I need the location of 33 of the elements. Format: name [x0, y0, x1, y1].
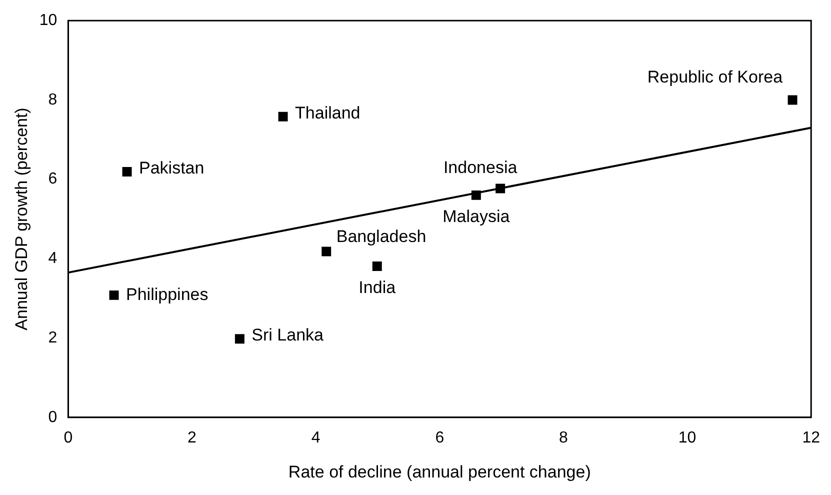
point: [109, 290, 119, 300]
y-tick-label: 6: [48, 170, 58, 188]
point: [278, 112, 288, 122]
point: [122, 167, 132, 177]
x-tick-label: 2: [188, 429, 197, 446]
point: [234, 334, 244, 344]
point: [471, 190, 481, 200]
y-tick-label: 2: [48, 329, 58, 346]
x-tick-label: 10: [678, 429, 696, 446]
x-tick-label: 4: [311, 429, 320, 446]
annotation: India: [358, 278, 396, 297]
annotation: Republic of Korea: [647, 68, 784, 87]
annotation: Pakistan: [139, 158, 204, 178]
y-tick-label: 8: [48, 91, 58, 108]
point: [788, 95, 798, 105]
annotation: Sri Lanka: [252, 326, 324, 345]
y-tick-label: 0: [48, 408, 58, 426]
annotation: Thailand: [295, 103, 360, 122]
annotation: Philippines: [126, 284, 208, 304]
annotation: Malaysia: [442, 206, 510, 226]
y-axis-title: Annual GDP growth (percent): [12, 108, 31, 330]
y-tick-label: 10: [39, 12, 58, 30]
x-tick-label: 0: [64, 429, 73, 446]
point: [496, 184, 506, 194]
x-tick-label: 12: [802, 429, 820, 446]
x-tick-label: 8: [559, 429, 568, 446]
point: [322, 246, 332, 256]
annotation: Bangladesh: [336, 227, 426, 246]
point: [372, 261, 382, 271]
annotation: Indonesia: [443, 158, 518, 178]
y-tick-label: 4: [48, 250, 58, 268]
x-tick-label: 6: [435, 429, 444, 446]
x-axis-title: Rate of decline (annual percent change): [288, 462, 591, 482]
